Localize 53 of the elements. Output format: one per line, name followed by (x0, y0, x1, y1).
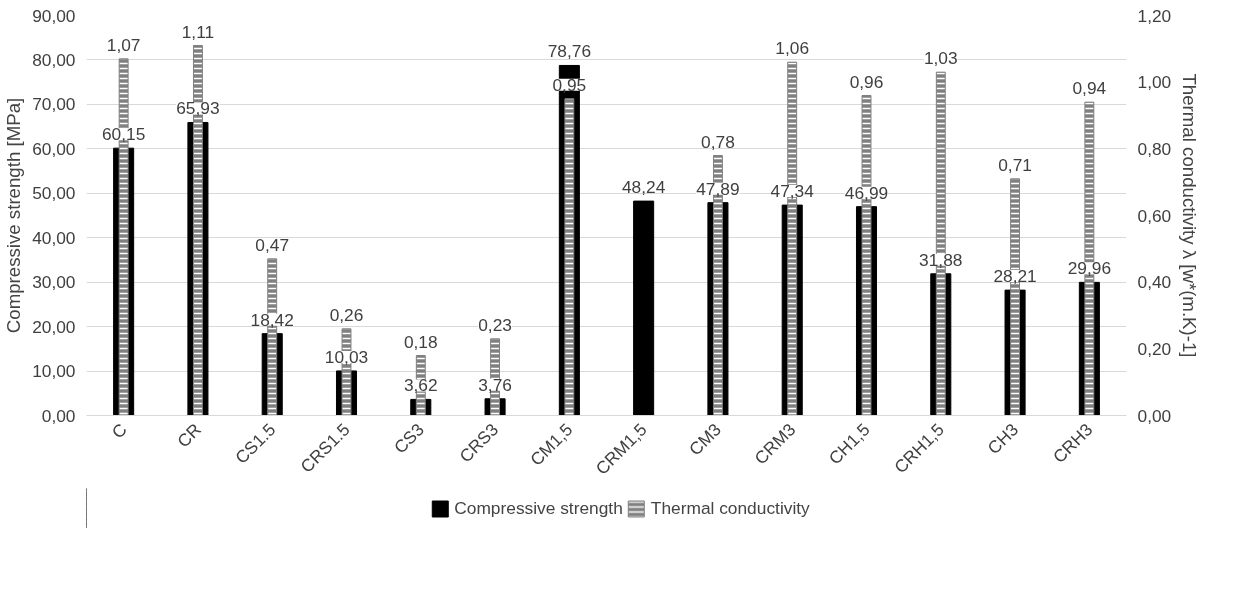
data-label: 28,21 (993, 266, 1037, 287)
y2-tick-label: 0,60 (1137, 205, 1172, 226)
data-label: 0,94 (1072, 78, 1107, 99)
y2-tick-label: 0,20 (1137, 338, 1172, 359)
y-tick-label: 20,00 (32, 316, 76, 337)
data-label: 0,47 (255, 234, 290, 255)
x-tick-label: CS3 (389, 419, 428, 458)
data-label: 0,26 (329, 304, 364, 325)
y2-tick-label: 0,00 (1137, 405, 1172, 426)
legend-label: Thermal conductivity (650, 497, 810, 519)
data-label: 60,15 (101, 124, 146, 145)
data-label: 47,34 (770, 181, 815, 202)
data-label: 0,18 (403, 331, 438, 352)
data-label: 29,96 (1067, 258, 1112, 279)
y-tick-label: 80,00 (32, 49, 76, 70)
y-tick-label: 30,00 (32, 272, 76, 293)
data-label: 47,89 (696, 178, 740, 199)
data-label: 65,93 (176, 98, 220, 119)
y2-tick-label: 0,80 (1137, 138, 1172, 159)
x-tick-label: C (107, 419, 131, 443)
data-label: 0,71 (998, 154, 1032, 175)
y2-tick-label: 1,20 (1137, 5, 1172, 26)
data-label: 1,11 (181, 21, 215, 42)
y-tick-label: 50,00 (32, 183, 76, 204)
y-tick-label: 40,00 (32, 227, 76, 248)
y2-axis-title: Thermal conductivity λ [w*(m.K)-1] (1179, 73, 1201, 358)
data-label: 3,76 (478, 374, 512, 395)
data-label: 1,03 (923, 48, 958, 69)
data-label: 3,62 (403, 375, 438, 396)
data-label: 1,06 (775, 38, 810, 59)
data-label: 1,07 (106, 34, 141, 55)
data-label: 0,96 (849, 71, 884, 92)
data-label: 46,99 (844, 182, 889, 203)
legend-label: Compressive strength (454, 497, 623, 519)
data-label: 0,23 (478, 314, 512, 335)
data-label: 18,42 (250, 309, 294, 330)
x-tick-label: CH3 (983, 419, 1023, 459)
y-axis-title: Compressive strength [MPa] (3, 97, 25, 334)
y-tick-label: 90,00 (32, 5, 76, 26)
data-label: 10,03 (324, 346, 369, 367)
y2-tick-label: 0,40 (1137, 272, 1172, 293)
data-label: 0,78 (701, 131, 735, 152)
y-tick-label: 60,00 (32, 138, 76, 159)
data-label: 78,76 (547, 41, 592, 62)
y-tick-label: 10,00 (32, 361, 76, 382)
y-tick-label: 0,00 (41, 405, 76, 426)
data-label: 0,95 (552, 74, 587, 95)
x-tick-label: CR (173, 419, 205, 452)
y-tick-label: 70,00 (32, 94, 76, 115)
bar (633, 200, 655, 416)
data-label: 48,24 (621, 177, 666, 198)
y2-tick-label: 1,00 (1137, 72, 1172, 93)
data-label: 31,88 (919, 249, 963, 270)
